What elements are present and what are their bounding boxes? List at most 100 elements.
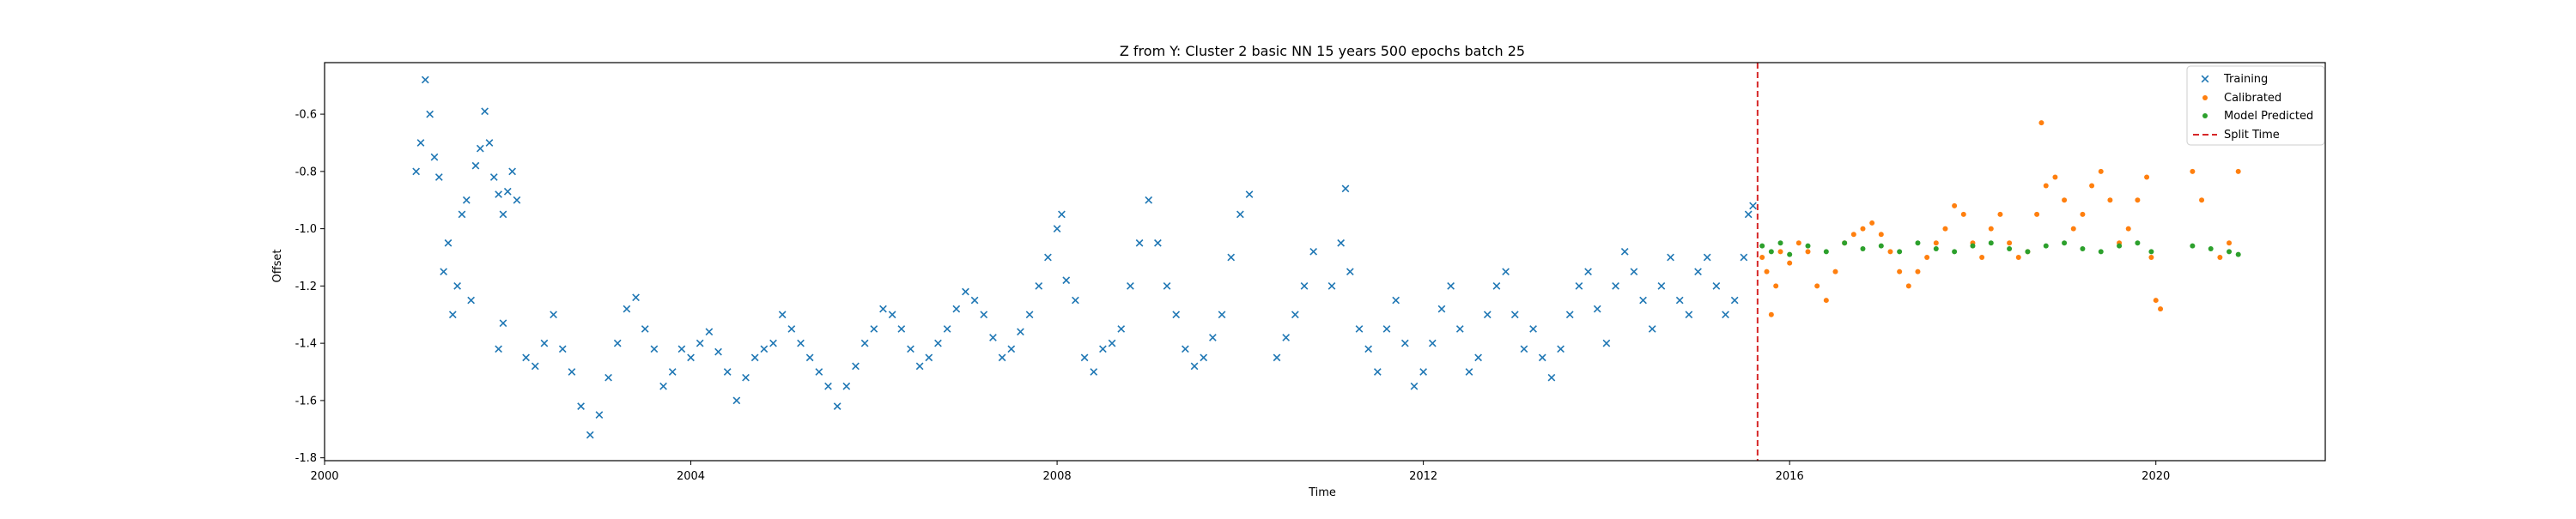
data-point-training [1355, 325, 1364, 333]
data-point-training [659, 382, 667, 390]
data-point-training [1080, 353, 1089, 362]
data-point-calibrated [2007, 240, 2013, 246]
data-point-training [687, 353, 695, 362]
data-point-training [508, 167, 516, 176]
data-point-model-predicted [1842, 240, 1848, 246]
y-tick-label: -1.2 [295, 281, 317, 293]
data-point-training [1639, 296, 1647, 305]
data-point-calibrated [2199, 197, 2205, 203]
data-point-training [632, 293, 640, 302]
data-point-training [1474, 353, 1482, 362]
data-point-training [522, 353, 530, 362]
legend-symbol [2202, 95, 2208, 100]
legend-item-model-predicted: Model Predicted [2202, 110, 2313, 123]
data-point-training [1236, 210, 1244, 219]
data-point-model-predicted [2080, 245, 2086, 251]
data-point-training [1117, 325, 1126, 333]
data-point-training [440, 268, 447, 276]
data-point-training [434, 173, 443, 181]
data-point-training [444, 238, 453, 247]
data-point-training [1492, 282, 1501, 290]
data-point-training [1190, 362, 1199, 371]
series-training [412, 75, 1757, 439]
legend-marker-training [2201, 75, 2209, 83]
data-point-training [1419, 368, 1427, 376]
data-point-training [1428, 339, 1437, 347]
data-point-training [467, 296, 475, 305]
data-point-training [426, 110, 434, 118]
data-point-training [1740, 253, 1748, 262]
data-point-training [1346, 268, 1354, 276]
data-point-training [1127, 282, 1134, 290]
data-point-model-predicted [1933, 245, 1939, 251]
data-point-training [1017, 328, 1024, 336]
data-point-training [1090, 368, 1098, 376]
y-tick-label: -1.0 [295, 223, 317, 236]
data-point-training [1730, 296, 1739, 305]
y-axis-ticks: -1.8 -1.6 -1.4 -1.2 -1.0 -0.8 -0.6 [295, 109, 325, 465]
data-point-calibrated [1777, 249, 1783, 255]
data-point-calibrated [1832, 269, 1838, 275]
data-point-training [879, 305, 887, 313]
x-tick-label: 2020 [2142, 470, 2170, 483]
data-point-training [1703, 253, 1711, 262]
y-tick-label: -1.8 [295, 452, 317, 465]
data-point-calibrated [1805, 249, 1811, 255]
data-point-calibrated [2080, 211, 2086, 217]
data-point-model-predicted [2208, 245, 2214, 251]
data-point-training [1209, 334, 1217, 341]
data-point-calibrated [2043, 183, 2049, 189]
data-point-training [605, 373, 612, 382]
data-point-training [1282, 334, 1291, 341]
data-point-training [870, 325, 878, 333]
x-tick-label: 2000 [310, 470, 338, 483]
data-point-training [1025, 311, 1034, 319]
data-point-training [1630, 268, 1638, 276]
data-point-training [943, 325, 951, 333]
data-point-training [696, 339, 704, 347]
data-point-training [1309, 247, 1318, 256]
data-point-training [1547, 373, 1556, 382]
series-calibrated [1759, 120, 2241, 317]
data-point-model-predicted [1787, 251, 1793, 257]
data-point-training [769, 339, 777, 347]
data-point-training [1538, 353, 1546, 362]
data-point-training [481, 107, 489, 116]
data-point-training [458, 210, 466, 219]
data-point-training [1163, 282, 1171, 290]
data-point-training [1744, 210, 1753, 219]
data-point-calibrated [1878, 232, 1884, 238]
data-point-training [430, 153, 439, 161]
data-point-training [1648, 325, 1656, 333]
data-point-training [1722, 311, 1729, 319]
data-point-calibrated [1988, 226, 1994, 232]
data-point-training [1465, 368, 1473, 376]
data-point-training [1218, 311, 1226, 319]
data-point-training [558, 345, 567, 353]
legend-box [2186, 65, 2325, 146]
data-point-training [1373, 368, 1382, 376]
data-point-training [1447, 282, 1455, 290]
data-point-calibrated [1787, 260, 1793, 266]
data-point-training [1400, 339, 1409, 347]
data-point-training [1749, 202, 1757, 210]
data-point-model-predicted [2098, 249, 2104, 255]
data-point-training [1044, 253, 1052, 262]
data-point-calibrated [2062, 197, 2068, 203]
data-point-training [778, 311, 787, 319]
data-point-training [962, 287, 969, 296]
data-point-training [723, 368, 732, 376]
data-point-calibrated [2148, 254, 2154, 260]
data-point-training [531, 362, 539, 371]
x-axis-label: Time [1308, 486, 1336, 499]
data-point-training [550, 311, 557, 319]
data-point-training [805, 353, 814, 362]
data-point-training [907, 345, 914, 353]
data-point-training [1620, 247, 1629, 256]
data-point-training [1145, 196, 1153, 204]
data-point-training [668, 368, 677, 376]
data-point-calibrated [2098, 168, 2104, 174]
data-point-training [1483, 311, 1492, 319]
y-tick-label: -1.4 [295, 338, 317, 351]
